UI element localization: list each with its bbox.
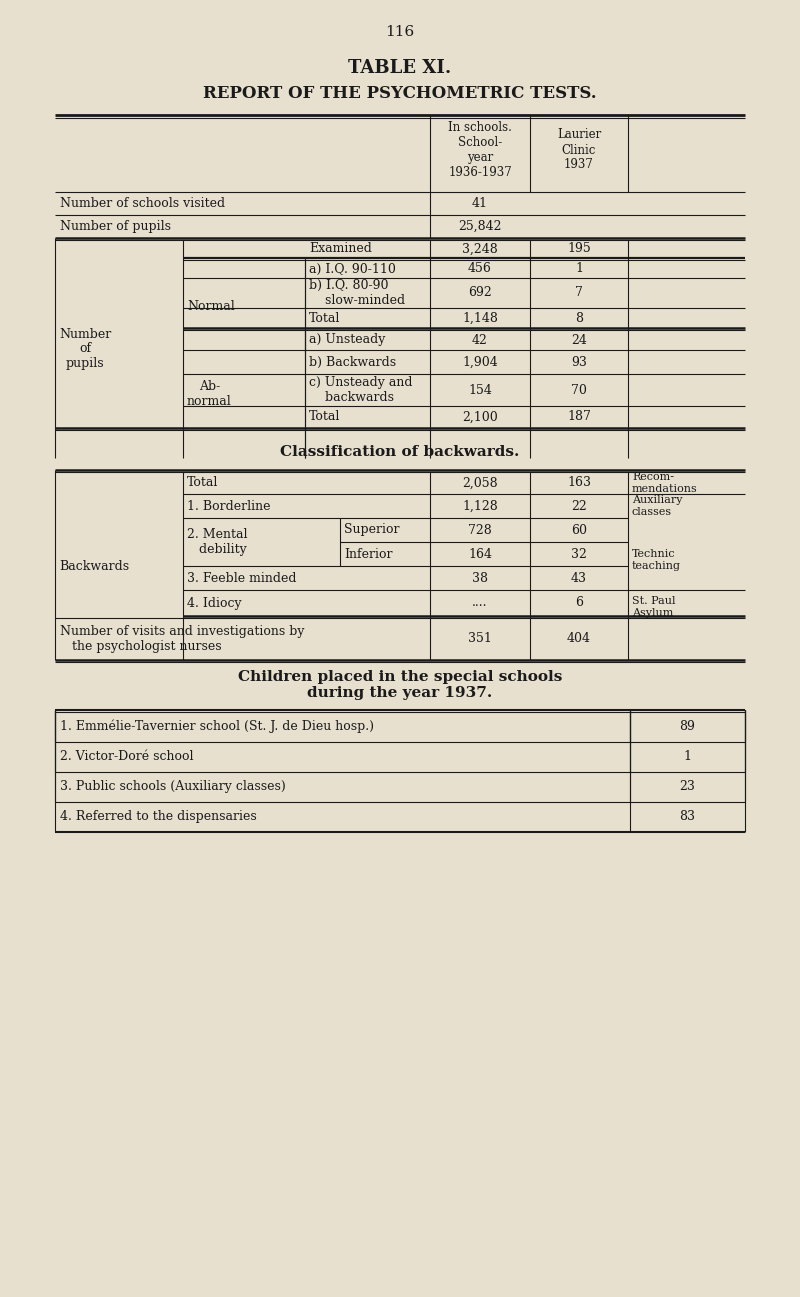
Text: 7: 7 [575,287,583,300]
Text: Recom-
mendations: Recom- mendations [632,472,698,494]
Text: 25,842: 25,842 [458,220,502,233]
Text: 2. Victor-Doré school: 2. Victor-Doré school [60,750,194,763]
Text: 2. Mental
   debility: 2. Mental debility [187,528,247,556]
Text: 8: 8 [575,311,583,324]
Text: 728: 728 [468,524,492,537]
Text: Laurier
Clinic
1937: Laurier Clinic 1937 [557,128,601,171]
Text: 1,904: 1,904 [462,355,498,368]
Text: 4. Referred to the dispensaries: 4. Referred to the dispensaries [60,811,257,824]
Text: 2,058: 2,058 [462,476,498,489]
Text: 32: 32 [571,547,587,560]
Text: 60: 60 [571,524,587,537]
Text: Total: Total [309,410,340,424]
Text: 38: 38 [472,572,488,585]
Text: Number of visits and investigations by
   the psychologist nurses: Number of visits and investigations by t… [60,625,305,652]
Text: 164: 164 [468,547,492,560]
Text: Inferior: Inferior [344,547,393,560]
Text: Technic
teaching: Technic teaching [632,549,681,571]
Text: Number
of
pupils: Number of pupils [59,328,111,371]
Text: 351: 351 [468,633,492,646]
Text: 154: 154 [468,384,492,397]
Text: b) Backwards: b) Backwards [309,355,396,368]
Text: 1: 1 [575,262,583,275]
Text: b) I.Q. 80-90
    slow-minded: b) I.Q. 80-90 slow-minded [309,279,405,307]
Text: Backwards: Backwards [59,559,129,572]
Text: TABLE XI.: TABLE XI. [348,58,452,77]
Text: Total: Total [187,476,218,489]
Text: 6: 6 [575,597,583,610]
Text: 89: 89 [679,720,695,733]
Text: 93: 93 [571,355,587,368]
Text: 22: 22 [571,499,587,512]
Text: Classification of backwards.: Classification of backwards. [280,445,520,459]
Text: Number of schools visited: Number of schools visited [60,197,225,210]
Text: 43: 43 [571,572,587,585]
Text: a) I.Q. 90-110: a) I.Q. 90-110 [309,262,396,275]
Text: 24: 24 [571,333,587,346]
Text: 195: 195 [567,243,591,256]
Text: 1: 1 [683,750,691,763]
Text: 3. Public schools (Auxiliary classes): 3. Public schools (Auxiliary classes) [60,779,286,792]
Text: 1,148: 1,148 [462,311,498,324]
Text: 1,128: 1,128 [462,499,498,512]
Text: 1. Emmélie-Tavernier school (St. J. de Dieu hosp.): 1. Emmélie-Tavernier school (St. J. de D… [60,720,374,733]
Text: 2,100: 2,100 [462,410,498,424]
Text: 116: 116 [386,25,414,39]
Text: 42: 42 [472,333,488,346]
Text: Children placed in the special schools
during the year 1937.: Children placed in the special schools d… [238,669,562,700]
Text: 70: 70 [571,384,587,397]
Text: Superior: Superior [344,524,399,537]
Text: Normal: Normal [187,300,234,313]
Text: REPORT OF THE PSYCHOMETRIC TESTS.: REPORT OF THE PSYCHOMETRIC TESTS. [203,84,597,101]
Text: Examined: Examined [309,243,372,256]
Text: ....: .... [472,597,488,610]
Text: Ab-
normal: Ab- normal [187,380,232,409]
Text: St. Paul
Asylum: St. Paul Asylum [632,597,675,617]
Text: 41: 41 [472,197,488,210]
Text: 3. Feeble minded: 3. Feeble minded [187,572,297,585]
Text: 456: 456 [468,262,492,275]
Text: In schools.
School-
year
1936-1937: In schools. School- year 1936-1937 [448,121,512,179]
Text: 404: 404 [567,633,591,646]
Text: Number of pupils: Number of pupils [60,220,171,233]
Text: 4. Idiocy: 4. Idiocy [187,597,242,610]
Text: Total: Total [309,311,340,324]
Text: 187: 187 [567,410,591,424]
Text: 1. Borderline: 1. Borderline [187,499,270,512]
Text: 692: 692 [468,287,492,300]
Text: 83: 83 [679,811,695,824]
Text: 163: 163 [567,476,591,489]
Text: 23: 23 [679,779,695,792]
Text: 3,248: 3,248 [462,243,498,256]
Text: Auxiliary
classes: Auxiliary classes [632,495,682,516]
Text: a) Unsteady: a) Unsteady [309,333,386,346]
Text: c) Unsteady and
    backwards: c) Unsteady and backwards [309,376,413,403]
